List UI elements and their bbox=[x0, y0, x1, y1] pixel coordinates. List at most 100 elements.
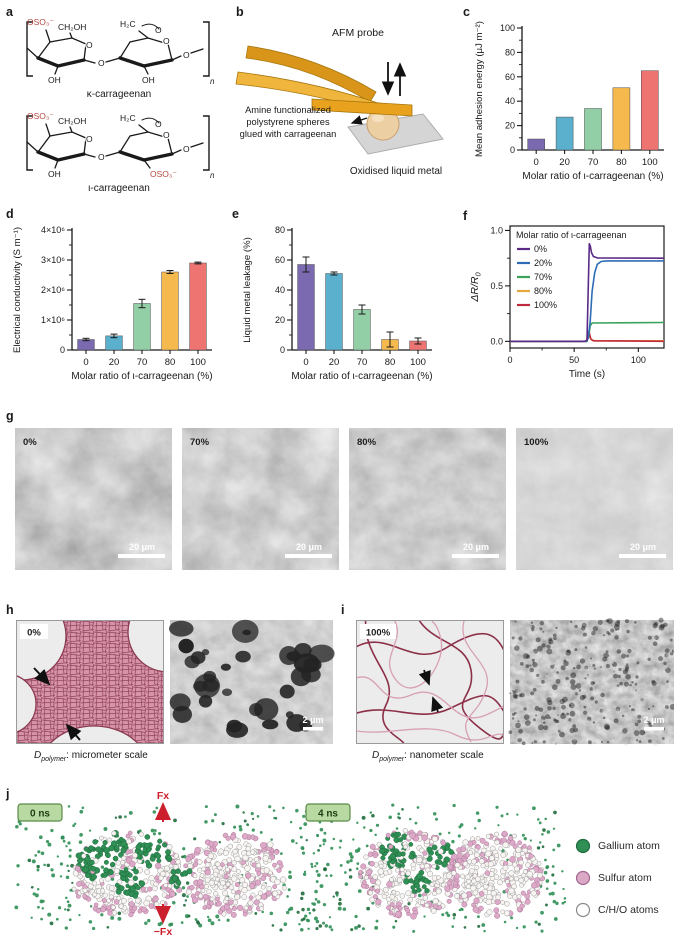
legend-cho: C/H/O atoms bbox=[575, 894, 660, 926]
time-tag: 0 ns bbox=[17, 803, 63, 822]
svg-text:Electrical conductivity (S m⁻¹: Electrical conductivity (S m⁻¹) bbox=[12, 227, 23, 353]
strand-arrow-icon bbox=[431, 696, 444, 713]
sem-texture bbox=[15, 428, 172, 570]
svg-text:0: 0 bbox=[510, 145, 515, 155]
strut-arrow-icon bbox=[33, 667, 51, 686]
bridge-oxygen: O bbox=[155, 25, 162, 35]
scalebar bbox=[303, 727, 323, 731]
exit-oxygen: O bbox=[183, 50, 190, 60]
svg-text:Molar ratio of ι-carrageenan (: Molar ratio of ι-carrageenan (%) bbox=[291, 371, 432, 382]
svg-text:Molar ratio of ι-carrageenan (: Molar ratio of ι-carrageenan (%) bbox=[71, 371, 212, 382]
svg-text:50: 50 bbox=[569, 355, 579, 365]
svg-text:0: 0 bbox=[303, 357, 308, 368]
kappa-caption: κ-carrageenan bbox=[87, 89, 151, 100]
d-symbol: D bbox=[34, 750, 42, 761]
atoms-layer bbox=[300, 803, 567, 933]
svg-text:60: 60 bbox=[275, 255, 285, 265]
legend-gallium: Gallium atom bbox=[575, 830, 660, 862]
svg-text:20: 20 bbox=[505, 121, 515, 131]
glycosidic-oxygen: O bbox=[98, 58, 105, 68]
svg-text:Time (s): Time (s) bbox=[569, 369, 605, 380]
nanonetwork-diagram: 100% bbox=[356, 620, 504, 744]
svg-text:Molar ratio of ι-carrageenan (: Molar ratio of ι-carrageenan (%) bbox=[522, 171, 663, 182]
panel-letter-f: f bbox=[463, 209, 468, 223]
svg-text:0: 0 bbox=[83, 357, 88, 368]
sem-tag: 100% bbox=[524, 437, 549, 448]
h-caption: Dpolymer: micrometer scale bbox=[34, 750, 148, 763]
svg-text:60: 60 bbox=[505, 72, 515, 82]
substrate-label: Oxidised liquid metal bbox=[350, 166, 442, 177]
sphere-caption-line3: glued with carrageenan bbox=[240, 129, 337, 139]
svg-text:0.0: 0.0 bbox=[490, 336, 503, 346]
panel-letter-h: h bbox=[6, 603, 14, 617]
hydroxyl: OH bbox=[48, 75, 61, 85]
force-label-top: Fx bbox=[157, 790, 169, 802]
svg-text:70: 70 bbox=[137, 357, 148, 368]
svg-text:70: 70 bbox=[588, 157, 599, 168]
sem-texture bbox=[516, 428, 673, 570]
svg-text:20: 20 bbox=[109, 357, 120, 368]
caption-text: : nanometer scale bbox=[404, 750, 484, 761]
legend-label: Sulfur atom bbox=[598, 872, 652, 884]
scalebar-label: 2 μm bbox=[643, 715, 664, 725]
svg-text:20%: 20% bbox=[534, 258, 552, 268]
sphere-highlight bbox=[372, 114, 384, 122]
scalebar bbox=[644, 727, 664, 731]
legend-label: Gallium atom bbox=[598, 840, 660, 852]
scalebar-label: 20 μm bbox=[296, 542, 322, 552]
panel-letter-c: c bbox=[463, 5, 470, 19]
scalebar-label: 20 μm bbox=[463, 542, 489, 552]
svg-text:100: 100 bbox=[642, 157, 658, 168]
svg-text:70%: 70% bbox=[534, 272, 552, 282]
panel-letter-e: e bbox=[232, 207, 239, 221]
sem-tag: 0% bbox=[23, 437, 37, 448]
cho-atom-icon bbox=[575, 902, 591, 918]
force-annotation: Fx −Fx bbox=[154, 790, 173, 938]
sulfate-group: OSO₃⁻ bbox=[27, 17, 54, 27]
ring-oxygen: O bbox=[86, 40, 93, 50]
svg-text:100: 100 bbox=[631, 355, 646, 365]
fibrous-sem-image: 2 μm bbox=[508, 617, 674, 746]
svg-text:80%: 80% bbox=[534, 286, 552, 296]
sulfate-group: OSO₃⁻ bbox=[27, 111, 54, 121]
svg-text:100: 100 bbox=[500, 23, 515, 33]
panel-letter-b: b bbox=[236, 5, 244, 19]
repeat-n: n bbox=[210, 77, 215, 86]
svg-text:20: 20 bbox=[559, 157, 570, 168]
i-caption: Dpolymer: nanometer scale bbox=[372, 750, 484, 763]
tag-box bbox=[17, 803, 63, 822]
time-label: 4 ns bbox=[318, 809, 338, 820]
caption-text: : micrometer scale bbox=[66, 750, 148, 761]
scalebar bbox=[118, 554, 165, 558]
repeat-n: n bbox=[210, 171, 215, 180]
svg-text:1×10⁶: 1×10⁶ bbox=[41, 315, 65, 325]
ring-oxygen: O bbox=[163, 36, 170, 46]
svg-text:2×10⁶: 2×10⁶ bbox=[41, 285, 65, 295]
diagram-tag: 100% bbox=[366, 628, 391, 639]
d-symbol: D bbox=[372, 750, 380, 761]
sem-image-100pct: 100% 20 μm bbox=[516, 428, 673, 570]
sem-image-70pct: 70% 20 μm bbox=[182, 428, 339, 570]
sem-tag: 70% bbox=[190, 437, 210, 448]
sem-texture bbox=[182, 428, 339, 570]
force-label-bottom: −Fx bbox=[154, 926, 173, 938]
svg-text:20: 20 bbox=[329, 357, 340, 368]
sem-image-0pct: 0% 20 μm bbox=[15, 428, 172, 570]
sulfate-group-2: OSO₃⁻ bbox=[150, 169, 177, 179]
hydroxyl: OH bbox=[142, 75, 155, 85]
scalebar-label: 2 μm bbox=[302, 715, 323, 725]
panel-letter-d: d bbox=[6, 207, 14, 221]
ring-oxygen: O bbox=[163, 130, 170, 140]
iota-structure: n O OSO₃⁻ CH₂OH OH O H₂C O O OSO₃⁻ bbox=[26, 111, 215, 194]
svg-text:70: 70 bbox=[357, 357, 368, 368]
scalebar bbox=[285, 554, 332, 558]
svg-text:4×10⁶: 4×10⁶ bbox=[41, 225, 65, 235]
md-snapshot-4ns: 4 ns bbox=[300, 803, 567, 933]
svg-text:80: 80 bbox=[385, 357, 396, 368]
resistance-time-chart: 0.0 0.5 1.0 0 50 100 Molar ratio of ι-carragee… bbox=[469, 225, 665, 380]
d-subscript: polymer bbox=[41, 756, 67, 763]
time-tag: 4 ns bbox=[305, 803, 351, 822]
sem-texture bbox=[349, 428, 506, 570]
ring-oxygen: O bbox=[86, 134, 93, 144]
